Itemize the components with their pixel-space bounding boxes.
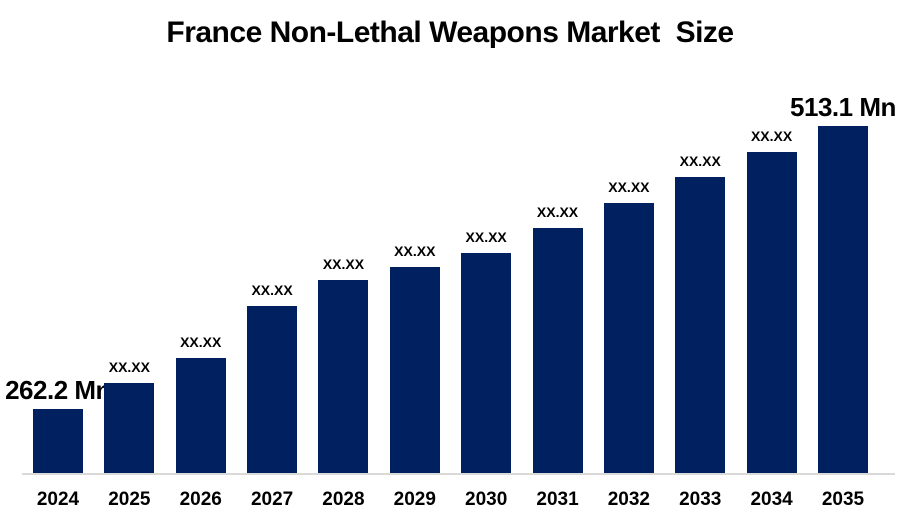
value-label-2028: XX.XX bbox=[322, 256, 365, 272]
x-axis-line bbox=[22, 473, 895, 475]
bar-2033 bbox=[675, 177, 726, 474]
x-tick-2028: 2028 bbox=[322, 489, 365, 510]
bar-group-2030: XX.XX 2030 bbox=[461, 229, 512, 510]
x-tick-2035: 2035 bbox=[821, 489, 865, 510]
bar-group-2034: XX.XX 2034 bbox=[746, 128, 797, 510]
value-label-2030: XX.XX bbox=[465, 229, 507, 245]
value-label-2034: XX.XX bbox=[750, 128, 793, 144]
value-label-2035: 513.1 Mn bbox=[790, 92, 896, 122]
bar-2031 bbox=[532, 228, 583, 474]
value-label-2026: XX.XX bbox=[180, 334, 222, 350]
bar-2026 bbox=[175, 358, 226, 474]
bar-group-2032: XX.XX 2032 bbox=[603, 179, 654, 510]
bar-group-2027: XX.XX 2027 bbox=[247, 282, 298, 510]
x-tick-2032: 2032 bbox=[607, 489, 651, 510]
value-label-2029: XX.XX bbox=[394, 243, 436, 259]
bar-2030 bbox=[461, 253, 512, 474]
bar-2025 bbox=[104, 383, 155, 474]
x-tick-2026: 2026 bbox=[179, 489, 222, 510]
bar-2024 bbox=[33, 409, 83, 474]
bar-group-2024: 262.2 Mn 2024 bbox=[5, 377, 111, 510]
x-tick-2027: 2027 bbox=[250, 489, 294, 510]
x-tick-2025: 2025 bbox=[108, 489, 151, 510]
bar-group-2026: XX.XX 2026 bbox=[175, 334, 226, 510]
value-label-2031: XX.XX bbox=[536, 204, 579, 220]
x-tick-2029: 2029 bbox=[393, 489, 436, 510]
value-label-2027: XX.XX bbox=[251, 282, 293, 298]
value-label-2033: XX.XX bbox=[679, 153, 721, 169]
bar-group-2035: 513.1 Mn 2035 bbox=[790, 94, 896, 510]
value-label-2025: XX.XX bbox=[108, 359, 150, 375]
bar-group-2033: XX.XX 2033 bbox=[675, 153, 726, 510]
bar-2029 bbox=[389, 267, 440, 474]
x-tick-2024: 2024 bbox=[36, 489, 80, 510]
bar-group-2028: XX.XX 2028 bbox=[318, 256, 369, 510]
bar-group-2031: XX.XX 2031 bbox=[532, 204, 583, 510]
plot-area: 262.2 Mn 2024 XX.XX 2025 XX.XX 2026 XX.XX 2027 X… bbox=[5, 94, 896, 510]
x-tick-2030: 2030 bbox=[465, 489, 508, 510]
bar-group-2029: XX.XX 2029 bbox=[389, 243, 440, 510]
bar-2028 bbox=[318, 280, 369, 474]
value-label-2024: 262.2 Mn bbox=[5, 375, 111, 405]
bar-2034 bbox=[746, 152, 797, 474]
bar-2035 bbox=[817, 126, 868, 474]
chart-title: France Non-Lethal Weapons Market Size bbox=[166, 16, 734, 49]
x-tick-2034: 2034 bbox=[750, 489, 793, 510]
value-label-2032: XX.XX bbox=[608, 179, 650, 195]
bar-group-2025: XX.XX 2025 bbox=[104, 359, 155, 510]
bar-2032 bbox=[603, 203, 654, 474]
x-tick-2033: 2033 bbox=[679, 489, 722, 510]
bar-2027 bbox=[247, 306, 298, 474]
x-tick-2031: 2031 bbox=[536, 489, 579, 510]
